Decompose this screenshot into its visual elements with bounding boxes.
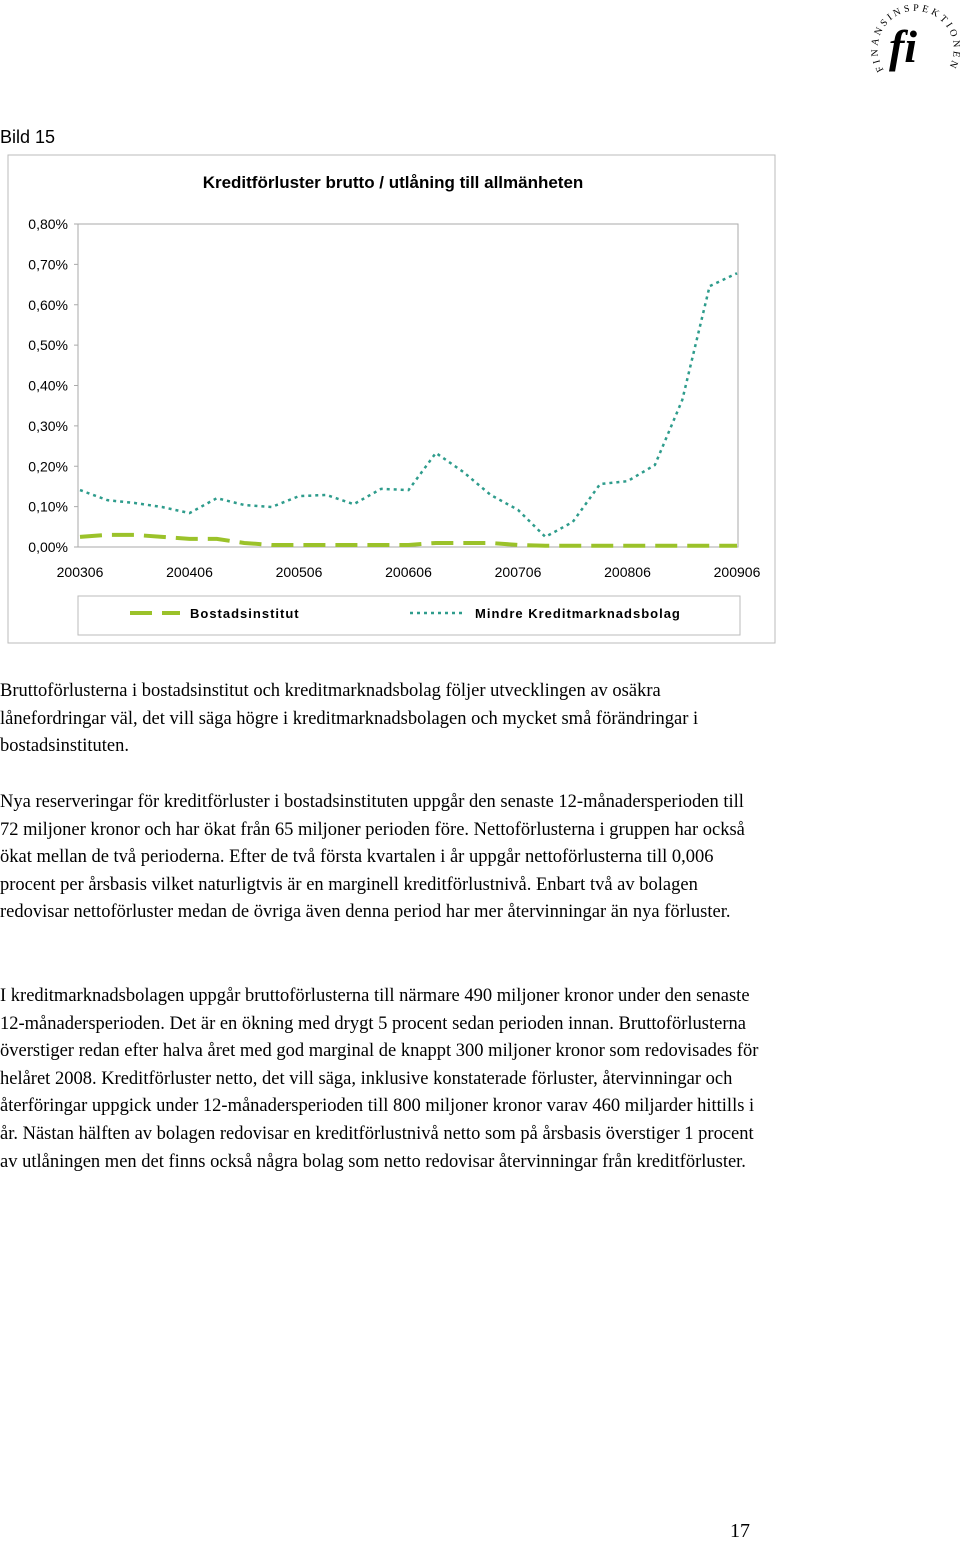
chart: fi FINANSINSPEKTIONEN Kreditförluster br… xyxy=(7,3,959,644)
y-tick-label: 0,00% xyxy=(28,539,68,555)
y-tick-label: 0,60% xyxy=(28,297,68,313)
x-tick-label: 200506 xyxy=(276,564,323,580)
y-tick-label: 0,10% xyxy=(28,499,68,515)
paragraph: Nya reserveringar för kreditförluster i … xyxy=(0,792,745,923)
legend-box xyxy=(77,595,741,636)
x-tick-label: 200406 xyxy=(166,564,213,580)
x-tick-label: 200806 xyxy=(604,564,651,580)
x-tick-label: 200906 xyxy=(714,564,761,580)
x-tick-label: 200306 xyxy=(57,564,104,580)
legend-label: Mindre Kreditmarknadsbolag xyxy=(475,606,681,621)
x-tick-label: 200706 xyxy=(495,564,542,580)
legend-label: Bostadsinstitut xyxy=(190,606,300,621)
y-tick-label: 0,70% xyxy=(28,256,68,272)
page-number: 17 xyxy=(730,1520,750,1542)
logo-mark: fi xyxy=(889,21,917,72)
series-line xyxy=(79,272,738,539)
chart-frame xyxy=(7,154,776,644)
paragraph: Bruttoförlusterna i bostadsinstitut och … xyxy=(0,681,699,757)
series-line xyxy=(79,532,737,548)
y-tick-label: 0,50% xyxy=(28,337,68,353)
y-tick-label: 0,80% xyxy=(28,216,68,232)
y-tick-label: 0,40% xyxy=(28,378,68,394)
figure-label: Bild 15 xyxy=(0,127,56,147)
x-tick-label: 200606 xyxy=(385,564,432,580)
plot-area xyxy=(77,223,739,548)
y-tick-label: 0,20% xyxy=(28,458,68,474)
chart-title: Kreditförluster brutto / utlåning till a… xyxy=(203,173,584,192)
paragraph: I kreditmarknadsbolagen uppgår bruttoför… xyxy=(0,986,759,1172)
y-tick-label: 0,30% xyxy=(28,418,68,434)
